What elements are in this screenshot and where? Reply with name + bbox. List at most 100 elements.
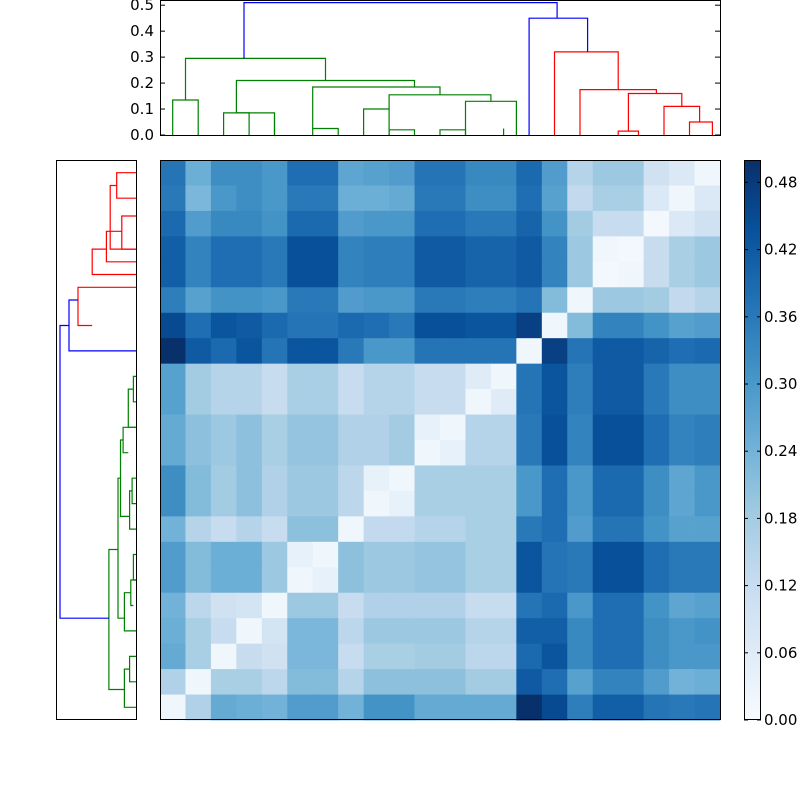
heatmap-cell (465, 490, 492, 517)
heatmap-cell (414, 490, 441, 517)
heatmap-cell (210, 516, 237, 543)
heatmap-cell (236, 465, 263, 492)
heatmap-cell (389, 185, 415, 212)
dendrogram-link (236, 112, 276, 135)
colorbar-tick-label: 0.42 (764, 241, 797, 259)
heatmap-cell (541, 694, 568, 721)
heatmap-cell (236, 160, 263, 186)
heatmap-cell (363, 567, 390, 594)
heatmap-cell (592, 490, 619, 517)
heatmap-cell (185, 490, 212, 517)
heatmap-cell (236, 694, 263, 721)
heatmap-cell (440, 465, 466, 492)
heatmap-cell (618, 643, 645, 670)
heatmap-cell (261, 516, 288, 543)
heatmap-cell (694, 389, 721, 415)
heatmap-cell (669, 465, 695, 492)
heatmap-cell (185, 694, 212, 721)
dendrogram-link (184, 57, 327, 100)
heatmap-cell (669, 210, 695, 237)
heatmap-cell (592, 414, 619, 441)
heatmap-cell (312, 363, 339, 390)
y-tick-label: 0.1 (130, 100, 154, 118)
left-dendrogram (59, 172, 136, 708)
heatmap-cell (210, 694, 237, 721)
heatmap-cell (618, 312, 645, 339)
heatmap-cell (363, 516, 390, 543)
heatmap-cell (236, 669, 263, 695)
heatmap-cell (490, 567, 517, 594)
heatmap-cell (389, 490, 415, 517)
heatmap-cell (287, 516, 314, 543)
heatmap-cell (261, 185, 288, 212)
heatmap-cell (338, 567, 365, 594)
heatmap-cell (312, 618, 339, 645)
heatmap-cell (669, 363, 695, 390)
heatmap-cell (414, 185, 441, 212)
heatmap-cell (592, 312, 619, 339)
heatmap-cell (465, 338, 492, 365)
heatmap-cell (287, 592, 314, 619)
heatmap-cell (414, 592, 441, 619)
heatmap-cell (516, 363, 543, 390)
heatmap-cell (185, 338, 212, 365)
heatmap-cell (541, 669, 568, 695)
heatmap-cell (440, 643, 466, 670)
heatmap-cell (236, 643, 263, 670)
heatmap-cell (592, 210, 619, 237)
heatmap-cell (160, 465, 186, 492)
heatmap-cell (516, 236, 543, 263)
heatmap-cell (338, 541, 365, 568)
heatmap-cell (618, 236, 645, 263)
heatmap-cell (465, 389, 492, 415)
heatmap-cell (694, 567, 721, 594)
heatmap-cell (287, 287, 314, 314)
heatmap-cell (338, 516, 365, 543)
heatmap-cell (287, 210, 314, 237)
heatmap-cell (669, 643, 695, 670)
heatmap-cell (669, 312, 695, 339)
heatmap-cell (465, 287, 492, 314)
heatmap-cell (618, 414, 645, 441)
heatmap-cell (618, 363, 645, 390)
heatmap-cell (210, 541, 237, 568)
dendrogram-link (312, 127, 339, 135)
heatmap-cell (618, 541, 645, 568)
heatmap-cell (236, 414, 263, 441)
heatmap-cell (160, 567, 186, 594)
heatmap-cell (338, 160, 365, 186)
heatmap-cell (236, 210, 263, 237)
heatmap-cell (643, 490, 670, 517)
heatmap-cell (669, 338, 695, 365)
heatmap-cell (618, 160, 645, 186)
heatmap-cell (643, 338, 670, 365)
heatmap-cell (694, 669, 721, 695)
heatmap-cell (541, 338, 568, 365)
heatmap-cell (338, 694, 365, 721)
dendrogram-link (663, 105, 701, 135)
heatmap-cell (160, 363, 186, 390)
heatmap-cell (541, 567, 568, 594)
heatmap-cell (490, 160, 517, 186)
heatmap-cell (160, 338, 186, 365)
heatmap-cell (440, 312, 466, 339)
heatmap-cell (236, 389, 263, 415)
heatmap-cell (490, 643, 517, 670)
heatmap-cell (567, 363, 594, 390)
heatmap-cell (694, 440, 721, 466)
heatmap-cell (516, 389, 543, 415)
heatmap-cell (490, 440, 517, 466)
heatmap-cell (643, 210, 670, 237)
heatmap-cell (363, 541, 390, 568)
heatmap-cell (465, 541, 492, 568)
heatmap-grid (160, 160, 721, 721)
heatmap-cell (669, 541, 695, 568)
heatmap-cell (363, 312, 390, 339)
heatmap-cell (338, 210, 365, 237)
heatmap-cell (440, 592, 466, 619)
heatmap-cell (440, 669, 466, 695)
heatmap-cell (516, 567, 543, 594)
heatmap-cell (312, 389, 339, 415)
heatmap-cell (185, 592, 212, 619)
heatmap-cell (490, 465, 517, 492)
